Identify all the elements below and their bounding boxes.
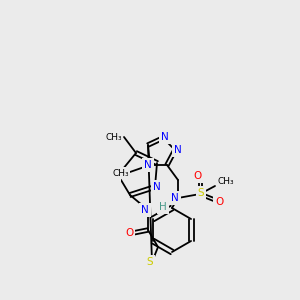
Text: S: S: [147, 257, 153, 267]
Text: N: N: [161, 132, 169, 142]
Text: N: N: [174, 145, 182, 155]
Text: N: N: [144, 160, 152, 170]
Text: S: S: [198, 188, 204, 198]
Text: O: O: [194, 171, 202, 181]
Text: CH₃: CH₃: [105, 133, 122, 142]
Text: CH₃: CH₃: [217, 178, 234, 187]
Text: CH₃: CH₃: [112, 169, 129, 178]
Text: S: S: [113, 170, 119, 180]
Text: O: O: [125, 228, 133, 238]
Text: N: N: [171, 193, 179, 203]
Text: H: H: [159, 202, 167, 212]
Text: N: N: [153, 182, 161, 192]
Text: N: N: [141, 205, 149, 215]
Text: O: O: [215, 197, 223, 207]
